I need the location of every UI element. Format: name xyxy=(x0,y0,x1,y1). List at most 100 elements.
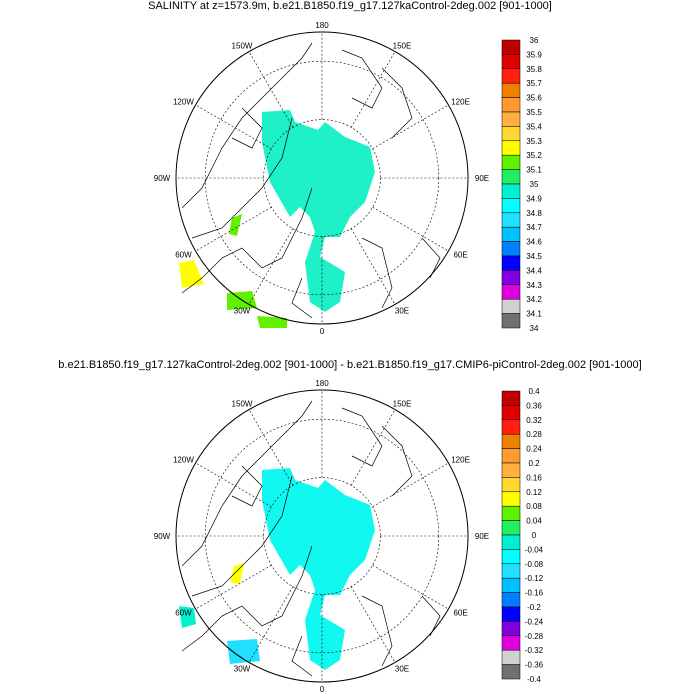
longitude-label: 180 xyxy=(315,379,329,388)
colorbar-box xyxy=(501,477,521,493)
longitude-label: 120W xyxy=(173,456,194,465)
meridian-line xyxy=(248,586,294,663)
difference-patch-yellow xyxy=(230,563,244,584)
meridian-line xyxy=(350,586,396,663)
bottom-polar-map: 180 150E 120E 90E 60E 30E 0 30W 60W 90W 120W 150W xyxy=(154,379,489,694)
colorbar-box xyxy=(501,198,521,214)
colorbar-box xyxy=(501,226,521,242)
meridian-line xyxy=(350,228,396,305)
colorbar-label: 35.3 xyxy=(526,137,542,146)
difference-patch-teal xyxy=(179,606,196,628)
longitude-label: 120E xyxy=(451,98,470,107)
latitude-circle xyxy=(263,477,381,595)
colorbar-label: 35.8 xyxy=(526,65,542,74)
longitude-label: 60W xyxy=(175,251,192,260)
colorbar-box xyxy=(501,255,521,271)
colorbar-label: -0.08 xyxy=(525,560,544,569)
colorbar-box xyxy=(501,577,521,593)
colorbar-label: 35.2 xyxy=(526,151,542,160)
colorbar-box xyxy=(501,405,521,421)
colorbar-label: -0.4 xyxy=(527,675,541,684)
colorbar-label: -0.04 xyxy=(525,545,544,554)
colorbar-box xyxy=(501,111,521,127)
colorbar-box xyxy=(501,534,521,550)
colorbar-box xyxy=(501,505,521,521)
colorbar-label: 34.9 xyxy=(526,194,542,203)
top-polar-map: 180 150E 120E 90E 60E 30E 0 30W 60W 90W 120W 150W xyxy=(154,21,489,336)
meridian-line xyxy=(372,104,449,150)
longitude-label: 90W xyxy=(154,174,171,183)
longitude-label: 150E xyxy=(393,41,412,50)
colorbar-label: 34.2 xyxy=(526,295,542,304)
colorbar-box xyxy=(501,448,521,464)
salinity-patch-green-2 xyxy=(257,316,287,328)
colorbar-box xyxy=(501,649,521,665)
meridian-line xyxy=(372,564,449,610)
longitude-label: 30W xyxy=(234,307,251,316)
longitude-label: 60W xyxy=(175,609,192,618)
colorbar-label: 35.6 xyxy=(526,94,542,103)
colorbar-box xyxy=(501,462,521,478)
meridian-line xyxy=(195,462,272,508)
colorbar-label: 36 xyxy=(530,36,539,45)
longitude-label: 30W xyxy=(234,665,251,674)
meridian-line xyxy=(248,409,294,486)
colorbar-box xyxy=(501,284,521,300)
colorbar-label: -0.12 xyxy=(525,574,544,583)
colorbar-box xyxy=(501,169,521,185)
salinity-patch-yellow xyxy=(179,260,204,288)
difference-patch-blue xyxy=(227,639,260,664)
meridian-line xyxy=(195,206,272,252)
latitude-circle xyxy=(204,418,440,654)
colorbar-label: 0.2 xyxy=(528,459,540,468)
colorbar-label: 0.28 xyxy=(526,430,542,439)
colorbar-box xyxy=(501,140,521,156)
longitude-label: 120W xyxy=(173,98,194,107)
meridian-line xyxy=(195,104,272,150)
colorbar-box xyxy=(501,549,521,565)
colorbar-label: -0.24 xyxy=(525,617,544,626)
colorbar-label: 34.1 xyxy=(526,310,542,319)
colorbar-label: -0.36 xyxy=(525,661,544,670)
meridian-line xyxy=(350,51,396,128)
latitude-circle xyxy=(204,60,440,296)
colorbar-box xyxy=(501,126,521,142)
colorbar-label: 34.5 xyxy=(526,252,542,261)
colorbar-label: 0.4 xyxy=(528,387,540,396)
colorbar-label: 0.32 xyxy=(526,416,542,425)
colorbar-box xyxy=(501,419,521,435)
colorbar-label: -0.28 xyxy=(525,632,544,641)
map-boundary xyxy=(175,31,469,325)
meridian-line xyxy=(350,409,396,486)
colorbar-box xyxy=(501,212,521,228)
colorbar-box xyxy=(501,270,521,286)
colorbar-label: 34.3 xyxy=(526,281,542,290)
colorbar-label: 0.12 xyxy=(526,488,542,497)
colorbar-label: 35 xyxy=(530,180,539,189)
longitude-label: 60E xyxy=(453,609,467,618)
longitude-label: 120E xyxy=(451,456,470,465)
colorbar-label: 35.9 xyxy=(526,50,542,59)
longitude-label: 60E xyxy=(453,251,467,260)
colorbar-box xyxy=(501,563,521,579)
longitude-label: 90W xyxy=(154,532,171,541)
coastline xyxy=(181,42,441,319)
longitude-label: 0 xyxy=(320,327,325,336)
colorbar-label: -0.16 xyxy=(525,589,544,598)
colorbar-box xyxy=(501,606,521,622)
coastline xyxy=(181,400,441,677)
colorbar-box xyxy=(501,664,521,680)
colorbar-box xyxy=(501,97,521,113)
colorbar-box xyxy=(501,621,521,637)
colorbar-label: 34.7 xyxy=(526,223,542,232)
colorbar-box xyxy=(501,154,521,170)
colorbar-label: 35.1 xyxy=(526,166,542,175)
longitude-label: 90E xyxy=(475,174,489,183)
colorbar-label: 0 xyxy=(532,531,537,540)
meridian-line xyxy=(195,564,272,610)
colorbar-box xyxy=(501,592,521,608)
colorbar-label: -0.32 xyxy=(525,646,544,655)
colorbar-box xyxy=(501,298,521,314)
longitude-label: 0 xyxy=(320,685,325,694)
colorbar-box xyxy=(501,635,521,651)
